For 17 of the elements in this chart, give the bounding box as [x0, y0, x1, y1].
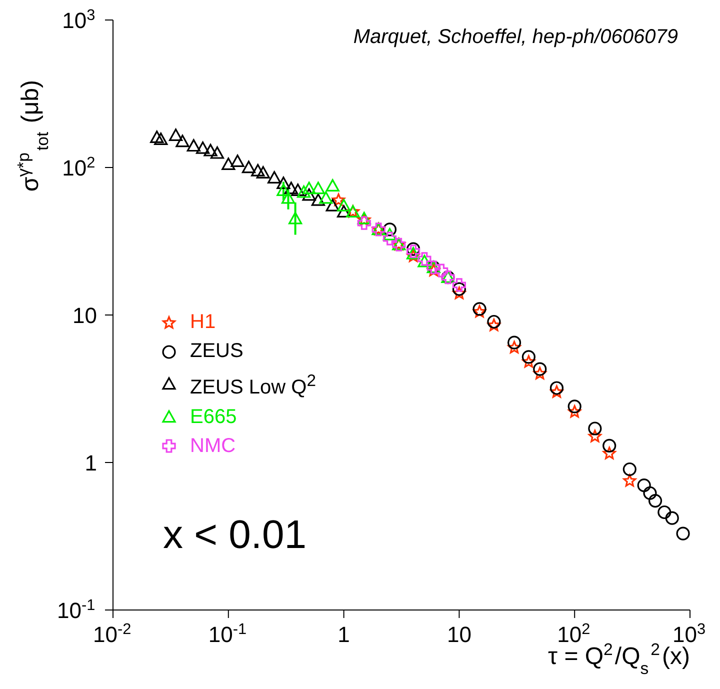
- legend-label: H1: [190, 310, 216, 335]
- legend-label: ZEUS: [190, 339, 244, 364]
- annotation: Marquet, Schoeffel, hep-ph/0606079: [353, 26, 678, 49]
- y-tick-label: 10$^{2}$: [62, 154, 96, 180]
- x-tick-label: 10: [446, 622, 472, 647]
- x-tick-label: 10$^{-2}$: [92, 620, 132, 647]
- x-tick-label: 1: [338, 622, 350, 647]
- legend-label: E665: [190, 404, 237, 430]
- legend-label: ZEUS Low Q$^{2}$: [190, 370, 316, 401]
- y-tick-label: 10$^{-1}$: [56, 596, 96, 623]
- legend-label: NMC: [190, 434, 236, 459]
- y-tick-label: 10$^{3}$: [62, 6, 96, 33]
- annotation: x < 0.01: [163, 513, 306, 558]
- x-tick-label: 10$^{-1}$: [208, 620, 247, 647]
- x-tick-label: 10$^{3}$: [672, 620, 706, 647]
- y-tick-label: 10: [72, 303, 97, 328]
- y-tick-label: 1: [84, 450, 97, 476]
